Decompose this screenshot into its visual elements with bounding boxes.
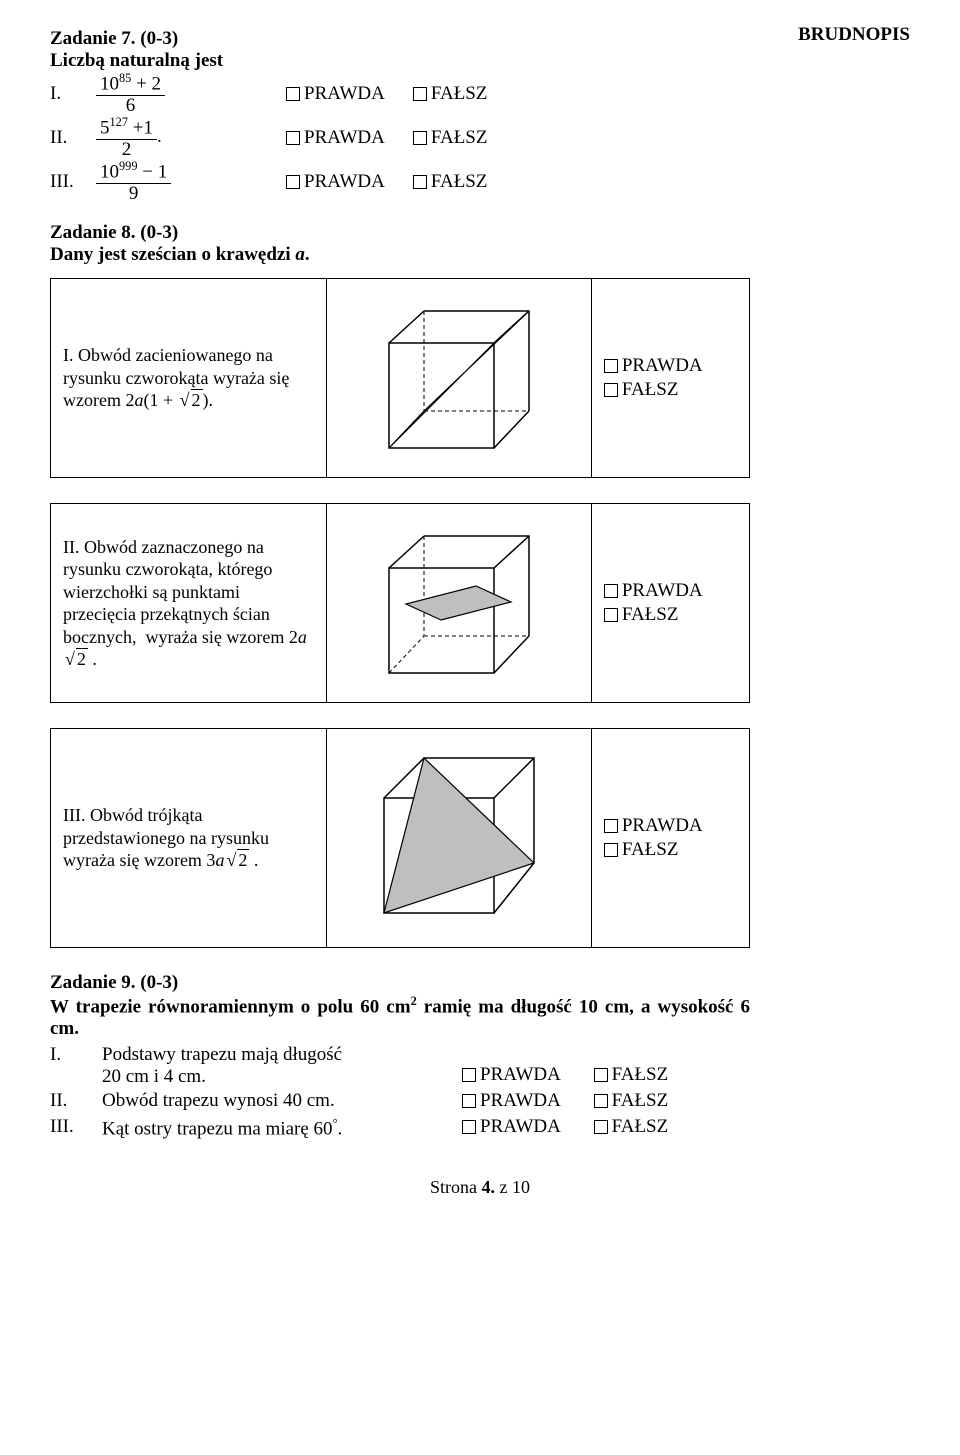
task9-sub: W trapezie równoramiennym o polu 60 cm2 … — [50, 994, 750, 1040]
task8-sub: Dany jest sześcian o krawędzi a. — [50, 244, 910, 266]
task8-row1-image — [326, 279, 591, 478]
task7-row2-prawda[interactable]: PRAWDA — [286, 127, 385, 149]
task8-header: Zadanie 8. (0-3) — [50, 222, 910, 244]
task8-row2-text: II. Obwód zaznaczonego na rysunku czworo… — [51, 504, 327, 703]
task9-row3-label: III. — [50, 1116, 102, 1140]
task9-row2-text: Obwód trapezu wynosi 40 cm. — [102, 1090, 462, 1114]
task7-row1-prawda[interactable]: PRAWDA — [286, 83, 385, 105]
task7-row1-expr: 1085 + 2 6 — [96, 72, 286, 115]
task8-row2-prawda[interactable]: PRAWDA — [604, 580, 737, 602]
scratch-label: BRUDNOPIS — [798, 24, 910, 46]
task9-row1-label: I. — [50, 1044, 102, 1088]
task9-row2-falsz[interactable]: FAŁSZ — [594, 1090, 669, 1112]
task9-row3-falsz[interactable]: FAŁSZ — [594, 1116, 669, 1138]
task8-row3-image — [326, 729, 591, 948]
task8-row2-falsz[interactable]: FAŁSZ — [604, 604, 737, 626]
task7-row2-expr: 5127 +1 2 . — [96, 116, 286, 159]
task7-row1-label: I. — [50, 83, 96, 105]
task7-row2-label: II. — [50, 127, 96, 149]
task7-row3-label: III. — [50, 171, 96, 193]
task8-row3-falsz[interactable]: FAŁSZ — [604, 839, 737, 861]
task8-row3-prawda[interactable]: PRAWDA — [604, 815, 737, 837]
task9-row2-prawda[interactable]: PRAWDA — [462, 1090, 561, 1112]
task7-row1-falsz[interactable]: FAŁSZ — [413, 83, 488, 105]
task8-row1-prawda[interactable]: PRAWDA — [604, 355, 737, 377]
page-footer: Strona 4. z 10 — [50, 1177, 910, 1198]
task8-row3-text: III. Obwód trójkąta przedstawionego na r… — [51, 729, 327, 948]
task7-sub: Liczbą naturalną jest — [50, 50, 910, 72]
task8-row1-text: I. Obwód zacieniowanego na rysunku czwor… — [51, 279, 327, 478]
task8-row1-falsz[interactable]: FAŁSZ — [604, 379, 737, 401]
task9-header: Zadanie 9. (0-3) — [50, 972, 910, 994]
task9-row3-text: Kąt ostry trapezu ma miarę 60°. — [102, 1116, 462, 1140]
task8-table: I. Obwód zacieniowanego na rysunku czwor… — [50, 278, 750, 948]
task9-row1-falsz[interactable]: FAŁSZ — [594, 1064, 669, 1086]
task8-row2-image — [326, 504, 591, 703]
task7-row3-falsz[interactable]: FAŁSZ — [413, 171, 488, 193]
task7-header: Zadanie 7. (0-3) — [50, 28, 910, 50]
task9-row1-text: Podstawy trapezu mają długość20 cm i 4 c… — [102, 1044, 462, 1088]
task7-row2-falsz[interactable]: FAŁSZ — [413, 127, 488, 149]
task9-row1-prawda[interactable]: PRAWDA — [462, 1064, 561, 1086]
task9-row3-prawda[interactable]: PRAWDA — [462, 1116, 561, 1138]
task9-row2-label: II. — [50, 1090, 102, 1114]
task7-row3-prawda[interactable]: PRAWDA — [286, 171, 385, 193]
task7-row3-expr: 10999 − 1 9 — [96, 160, 286, 203]
